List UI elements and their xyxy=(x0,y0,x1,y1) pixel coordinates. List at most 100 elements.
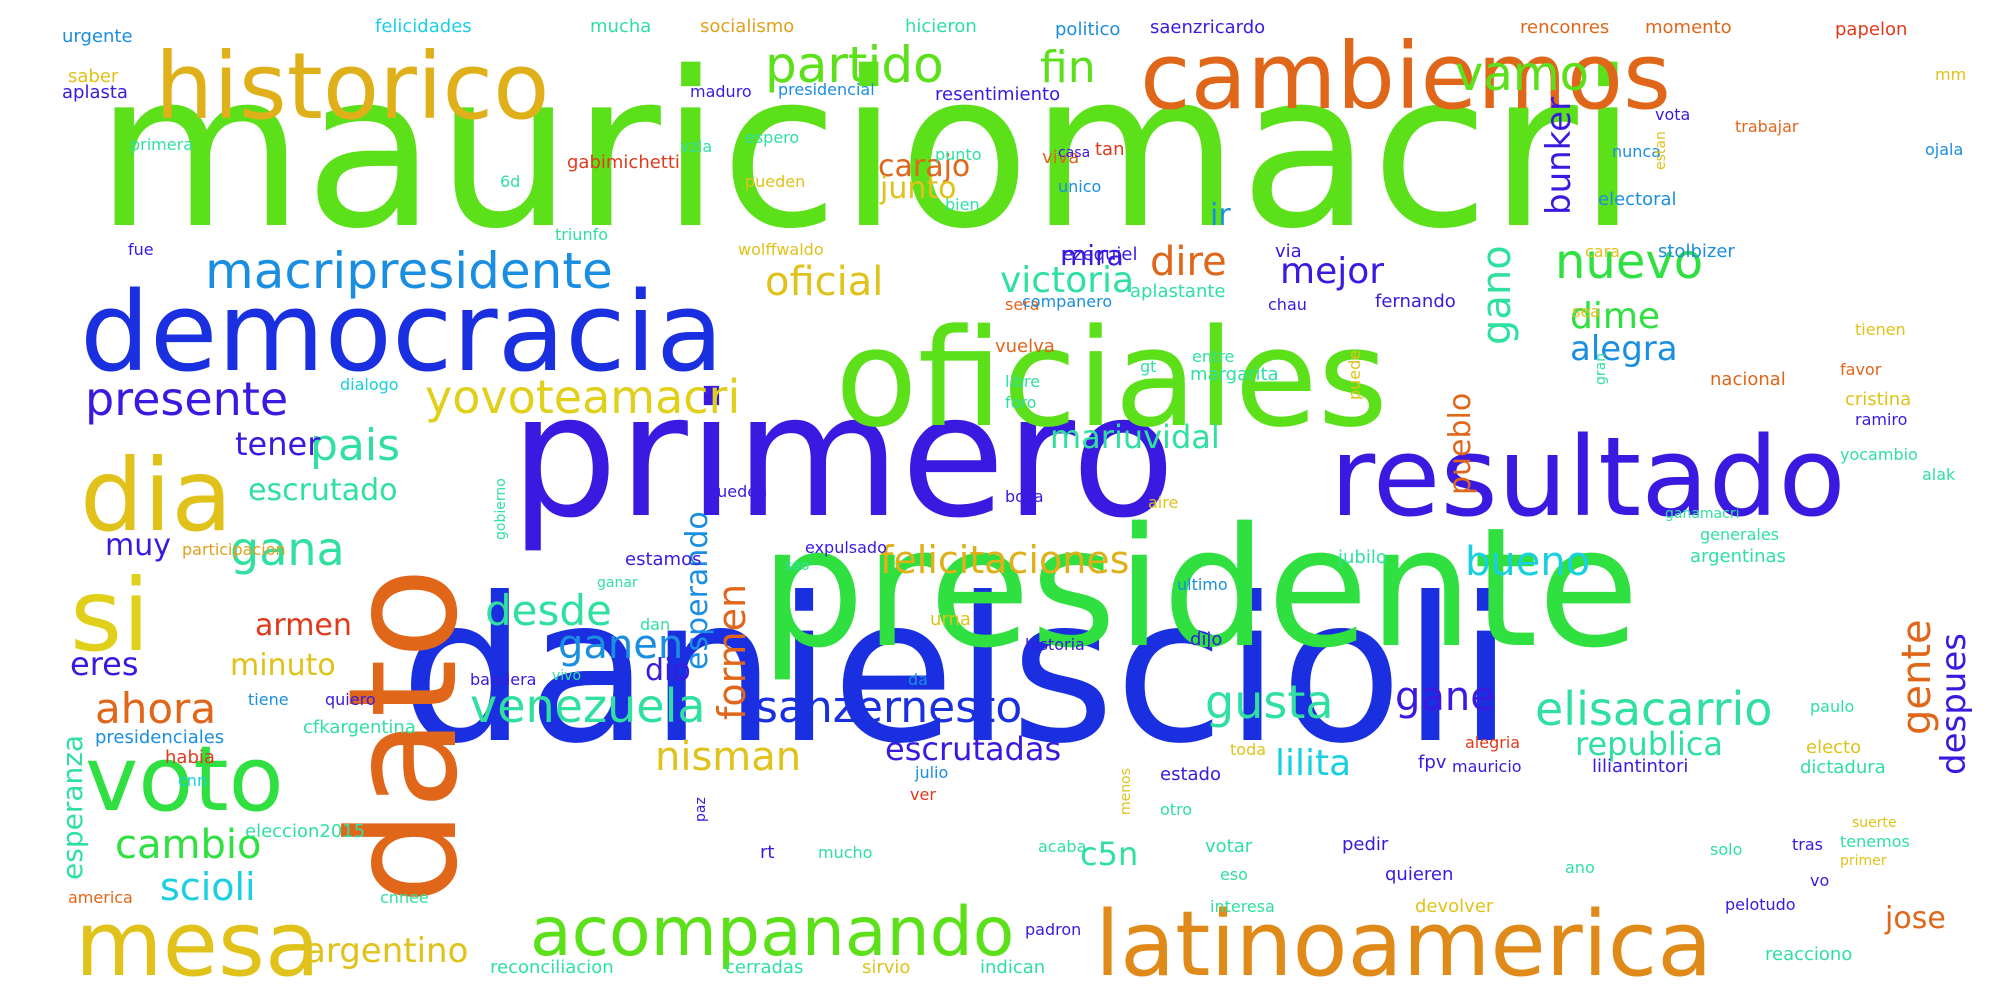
word-desde: desde xyxy=(485,586,612,635)
word-oficial: oficial xyxy=(765,259,883,305)
word-favor: favor xyxy=(1840,360,1882,379)
word-presente: presente xyxy=(85,372,288,426)
word-pais: pais xyxy=(310,420,400,471)
word-urna: urna xyxy=(930,609,971,630)
word-cnnee: cnnee xyxy=(380,888,429,907)
word-minuto: minuto xyxy=(230,648,336,683)
word-saber: saber xyxy=(68,66,119,87)
word-nisman: nisman xyxy=(655,734,801,780)
word-escrutadas: escrutadas xyxy=(885,730,1061,768)
word-escrutado: escrutado xyxy=(248,473,397,508)
word-margarita: margarita xyxy=(1190,364,1279,385)
word-carajo: carajo xyxy=(878,149,970,184)
word-mucha: mucha xyxy=(590,16,651,37)
word-america: america xyxy=(68,888,133,907)
word-cfkargentina: cfkargentina xyxy=(303,717,416,738)
word-bandera: bandera xyxy=(470,670,536,689)
word-felicitaciones: felicitaciones xyxy=(880,538,1129,582)
word-tiene: tiene xyxy=(248,690,289,709)
word-presidencial: presidencial xyxy=(778,80,875,99)
word-suerte: suerte xyxy=(1852,815,1897,831)
word-punto: punto xyxy=(935,145,982,164)
word-trabajar: trabajar xyxy=(1735,117,1799,136)
word-vamo: vamo xyxy=(1455,46,1589,102)
word-argentino: argentino xyxy=(305,931,468,971)
word-tienen: tienen xyxy=(1855,320,1906,339)
word-aplasta: aplasta xyxy=(62,82,128,103)
word-estamos: estamos xyxy=(625,549,701,570)
word-quieren: quieren xyxy=(1385,864,1453,885)
word-mejor: mejor xyxy=(1280,251,1384,292)
word-ano: ano xyxy=(1565,858,1595,877)
word-ahora: ahora xyxy=(95,684,216,733)
word-elisacarrio: elisacarrio xyxy=(1535,682,1772,736)
word-felicidades: felicidades xyxy=(375,16,472,37)
word-aplastante: aplastante xyxy=(1130,281,1226,302)
word-triunfo: triunfo xyxy=(555,225,608,244)
word-reacciono: reacciono xyxy=(1765,944,1852,965)
word-bunker: bunker xyxy=(1539,97,1579,215)
word-partido: partido xyxy=(765,36,944,94)
word-formen: formen xyxy=(710,584,754,720)
word-participacion: participacion xyxy=(182,540,286,559)
word-paulo: paulo xyxy=(1810,697,1854,716)
word-primero: primero xyxy=(510,358,1175,556)
word-sanzernesto: sanzernesto xyxy=(755,682,1022,733)
word-vuelva: vuelva xyxy=(995,336,1055,357)
word-estado: estado xyxy=(1160,764,1221,785)
word-mauricio: mauricio xyxy=(1452,757,1522,776)
word-alak: alak xyxy=(1922,465,1956,484)
word-sirvio: sirvio xyxy=(862,957,910,978)
word-pelotudo: pelotudo xyxy=(1725,895,1796,914)
word-dato: dato xyxy=(317,567,491,905)
word-gabimichetti: gabimichetti xyxy=(567,152,680,173)
word-ganen: ganen xyxy=(558,622,683,668)
word-gobierno: gobierno xyxy=(493,478,509,540)
word-dijo: dijo xyxy=(1190,629,1222,650)
word-tenemos: tenemos xyxy=(1840,832,1910,851)
word-gano: gano xyxy=(1474,245,1520,345)
word-via: via xyxy=(1275,241,1302,262)
word-gana: gana xyxy=(230,522,345,576)
word-boca: boca xyxy=(1005,487,1044,506)
word-dan: dan xyxy=(640,615,670,634)
word-muy: muy xyxy=(105,528,171,563)
word-pedir: pedir xyxy=(1342,834,1389,855)
word-tener: tener xyxy=(235,425,321,463)
word-vota: vota xyxy=(1655,105,1690,124)
word-sea: sea xyxy=(1572,302,1600,321)
word-sera: sera xyxy=(1005,295,1040,314)
word-gane: gane xyxy=(1395,674,1495,720)
word-ganamacri: ganamacri xyxy=(1665,506,1739,522)
word-ezequiel: ezequiel xyxy=(1062,244,1138,265)
word-yocambio: yocambio xyxy=(1840,445,1918,464)
word-julio: julio xyxy=(914,763,948,782)
word-danielscioli: danielscioli xyxy=(400,555,1514,788)
word-electo: electo xyxy=(1806,737,1861,758)
word-aire: aire xyxy=(1148,493,1178,512)
word-oficiales: oficiales xyxy=(835,300,1388,457)
word-mariuvidal: mariuvidal xyxy=(1050,418,1220,456)
word-vivo: vivo xyxy=(552,668,581,684)
word-6d: 6d xyxy=(500,172,520,191)
word-fernando: fernando xyxy=(1375,291,1456,312)
word-macripresidente: macripresidente xyxy=(205,242,613,300)
word-venezuela: venezuela xyxy=(470,679,706,733)
word-acompanando: acompanando xyxy=(530,893,1014,972)
word-wolffwaldo: wolffwaldo xyxy=(738,240,824,259)
word-jubilo: jubilo xyxy=(1337,547,1387,568)
word-gran: gran xyxy=(1593,353,1609,385)
word-expulsado: expulsado xyxy=(805,538,887,557)
word-gt: gt xyxy=(1140,357,1156,376)
word-pueblo: pueblo xyxy=(1443,393,1478,495)
word-renconres: renconres xyxy=(1520,17,1609,38)
word-scioli: scioli xyxy=(160,865,256,909)
word-gente: gente xyxy=(1894,619,1940,735)
word-nacional: nacional xyxy=(1710,369,1786,390)
word-maduro: maduro xyxy=(690,82,752,101)
word-indican: indican xyxy=(980,957,1045,978)
word-companero: companero xyxy=(1022,292,1112,311)
word-dio: dio xyxy=(645,653,691,688)
